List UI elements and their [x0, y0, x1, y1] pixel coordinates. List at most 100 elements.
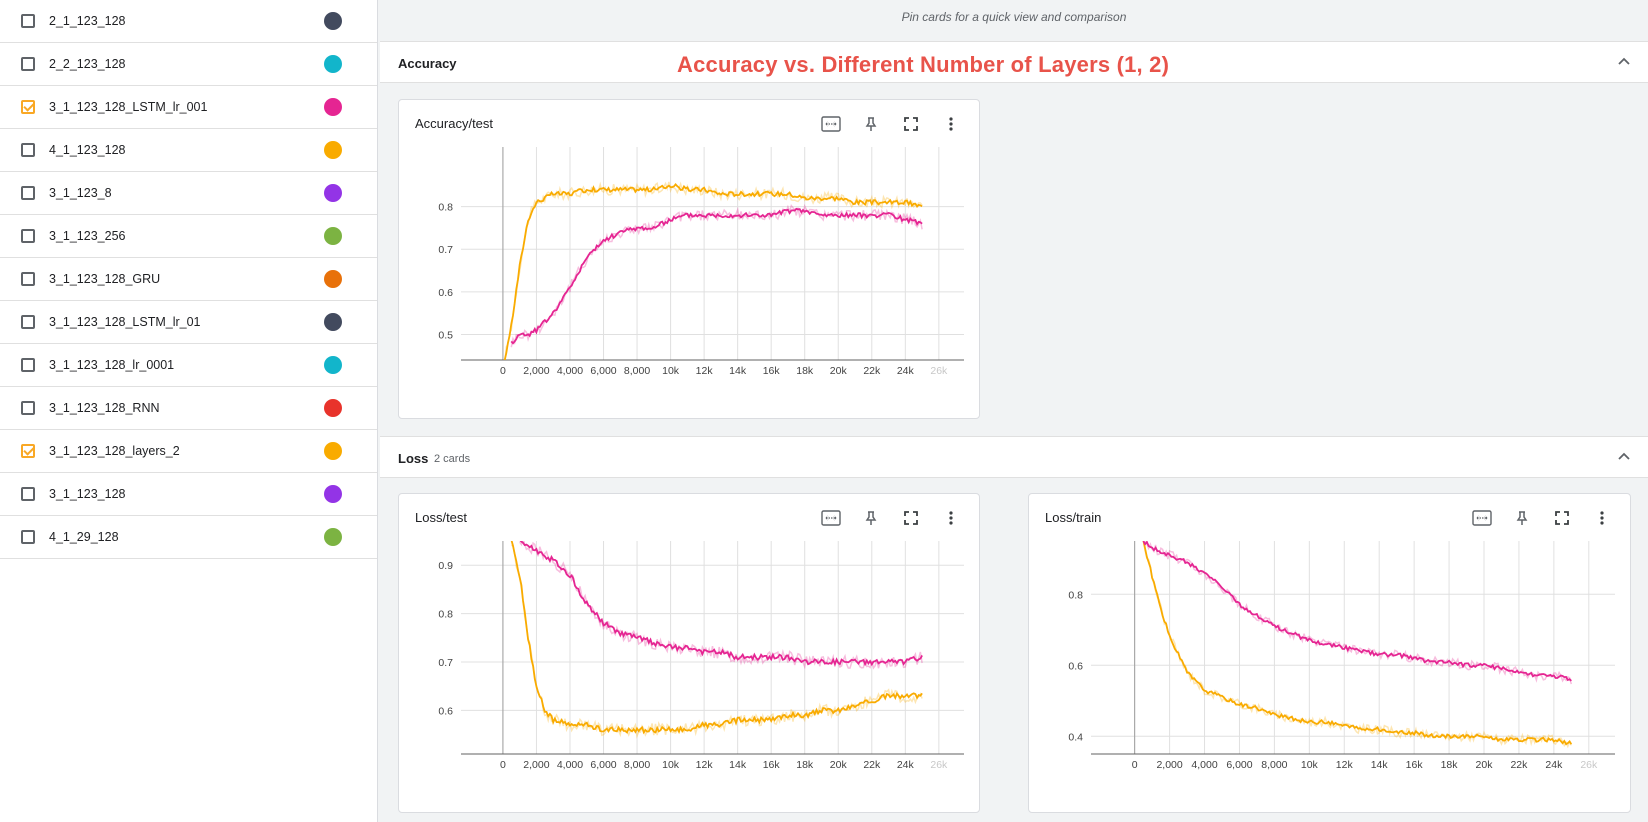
- run-checkbox[interactable]: [21, 186, 35, 200]
- series-group: [503, 181, 923, 360]
- run-color-swatch[interactable]: [324, 98, 342, 116]
- run-color-swatch[interactable]: [324, 12, 342, 30]
- run-checkbox[interactable]: [21, 315, 35, 329]
- run-color-swatch[interactable]: [324, 313, 342, 331]
- accuracy-group-header[interactable]: Accuracy Accuracy vs. Different Number o…: [380, 41, 1648, 83]
- x-tick-label: 12k: [696, 365, 714, 377]
- run-checkbox[interactable]: [21, 229, 35, 243]
- chevron-up-icon[interactable]: [1616, 449, 1632, 465]
- run-label: 3_1_123_256: [49, 229, 126, 243]
- run-label: 3_1_123_128_GRU: [49, 272, 161, 286]
- loss-group-header[interactable]: Loss 2 cards: [380, 436, 1648, 478]
- chart-accuracy-test[interactable]: 0 2,000 4,000 6,000 8,000 10k 12k 14k 16k 18k 20k 2…: [399, 140, 981, 420]
- series-line: [503, 183, 923, 360]
- series-line-raw: [519, 541, 923, 670]
- pin-icon[interactable]: [855, 112, 887, 136]
- pin-icon[interactable]: [855, 506, 887, 530]
- run-row[interactable]: 3_1_123_8: [0, 172, 377, 215]
- x-tick-label: 26k: [930, 365, 948, 377]
- x-tick-label: 24k: [1545, 759, 1563, 771]
- run-checkbox[interactable]: [21, 272, 35, 286]
- run-checkbox[interactable]: [21, 401, 35, 415]
- series-line: [1142, 541, 1572, 682]
- run-label: 3_1_123_128_LSTM_lr_001: [49, 100, 208, 114]
- run-color-swatch[interactable]: [324, 184, 342, 202]
- x-tick-label: 16k: [763, 365, 781, 377]
- run-row[interactable]: 2_1_123_128: [0, 0, 377, 43]
- fullscreen-icon[interactable]: [895, 112, 927, 136]
- x-tick-label: 10k: [662, 365, 680, 377]
- chart-card-loss-train: Loss/train 0 2,000 4,000 6,000 8,000 10k 12k 14…: [1028, 493, 1631, 813]
- run-row[interactable]: 4_1_123_128: [0, 129, 377, 172]
- run-checkbox[interactable]: [21, 57, 35, 71]
- run-row[interactable]: 3_1_123_256: [0, 215, 377, 258]
- x-tick-label: 22k: [863, 365, 881, 377]
- fullscreen-icon[interactable]: [895, 506, 927, 530]
- run-row[interactable]: 3_1_123_128_lr_0001: [0, 344, 377, 387]
- run-label: 4_1_123_128: [49, 143, 126, 157]
- run-checkbox[interactable]: [21, 14, 35, 28]
- run-label: 3_1_123_8: [49, 186, 112, 200]
- more-vert-icon[interactable]: [935, 112, 967, 136]
- run-row[interactable]: 3_1_123_128_LSTM_lr_01: [0, 301, 377, 344]
- y-tick-label: 0.8: [438, 609, 453, 621]
- fullscreen-icon[interactable]: [1546, 506, 1578, 530]
- chevron-up-icon[interactable]: [1616, 54, 1632, 70]
- fit-domain-icon[interactable]: [815, 506, 847, 530]
- run-color-swatch[interactable]: [324, 141, 342, 159]
- run-row[interactable]: 4_1_29_128: [0, 516, 377, 559]
- x-tick-label: 22k: [863, 759, 881, 771]
- x-tick-label: 26k: [1580, 759, 1598, 771]
- series-group: [510, 541, 923, 739]
- run-color-swatch[interactable]: [324, 55, 342, 73]
- run-row[interactable]: 3_1_123_128_GRU: [0, 258, 377, 301]
- x-tick-label: 18k: [796, 759, 814, 771]
- run-color-swatch[interactable]: [324, 270, 342, 288]
- fit-domain-icon[interactable]: [815, 112, 847, 136]
- run-checkbox[interactable]: [21, 143, 35, 157]
- run-row[interactable]: 3_1_123_128_RNN: [0, 387, 377, 430]
- pin-hint: Pin cards for a quick view and compariso…: [901, 10, 1127, 24]
- x-tick-label: 14k: [729, 365, 747, 377]
- fit-domain-icon[interactable]: [1466, 506, 1498, 530]
- run-row[interactable]: 3_1_123_128: [0, 473, 377, 516]
- x-tick-label: 2,000: [523, 759, 549, 771]
- chart-loss-test[interactable]: 0 2,000 4,000 6,000 8,000 10k 12k 14k 16k 18k 20k 2…: [399, 534, 981, 814]
- run-checkbox-checked[interactable]: [21, 100, 35, 114]
- series-line: [510, 541, 923, 735]
- group-card-count: 2 cards: [434, 453, 471, 465]
- annotation-text: Accuracy vs. Different Number of Layers …: [677, 52, 1170, 77]
- card-title: Loss/train: [1045, 510, 1102, 525]
- chart-loss-train[interactable]: 0 2,000 4,000 6,000 8,000 10k 12k 14k 16k 18k 20k 2…: [1029, 534, 1632, 814]
- x-tick-label: 24k: [897, 365, 915, 377]
- x-tick-label: 4,000: [557, 365, 583, 377]
- run-color-swatch[interactable]: [324, 528, 342, 546]
- more-vert-icon[interactable]: [1586, 506, 1618, 530]
- run-row[interactable]: 2_2_123_128: [0, 43, 377, 86]
- run-row[interactable]: 3_1_123_128_layers_2: [0, 430, 377, 473]
- run-row[interactable]: 3_1_123_128_LSTM_lr_001: [0, 86, 377, 129]
- x-tick-label: 22k: [1510, 759, 1528, 771]
- x-tick-label: 20k: [830, 365, 848, 377]
- run-checkbox-checked[interactable]: [21, 444, 35, 458]
- pin-icon[interactable]: [1506, 506, 1538, 530]
- x-tick-label: 14k: [1371, 759, 1389, 771]
- card-title: Loss/test: [415, 510, 468, 525]
- y-tick-label: 0.7: [438, 657, 453, 669]
- run-checkbox[interactable]: [21, 530, 35, 544]
- run-color-swatch[interactable]: [324, 356, 342, 374]
- x-tick-label: 18k: [796, 365, 814, 377]
- run-checkbox[interactable]: [21, 358, 35, 372]
- x-tick-label: 4,000: [1191, 759, 1217, 771]
- card-toolbar: [1466, 506, 1618, 530]
- series-line-raw: [510, 544, 923, 739]
- run-checkbox[interactable]: [21, 487, 35, 501]
- runs-sidebar: 2_1_123_128 2_2_123_128 3_1_123_128_LSTM_l…: [0, 0, 378, 822]
- run-color-swatch[interactable]: [324, 399, 342, 417]
- more-vert-icon[interactable]: [935, 506, 967, 530]
- run-color-swatch[interactable]: [324, 442, 342, 460]
- group-title-accuracy: Accuracy: [398, 56, 457, 71]
- run-color-swatch[interactable]: [324, 227, 342, 245]
- run-color-swatch[interactable]: [324, 485, 342, 503]
